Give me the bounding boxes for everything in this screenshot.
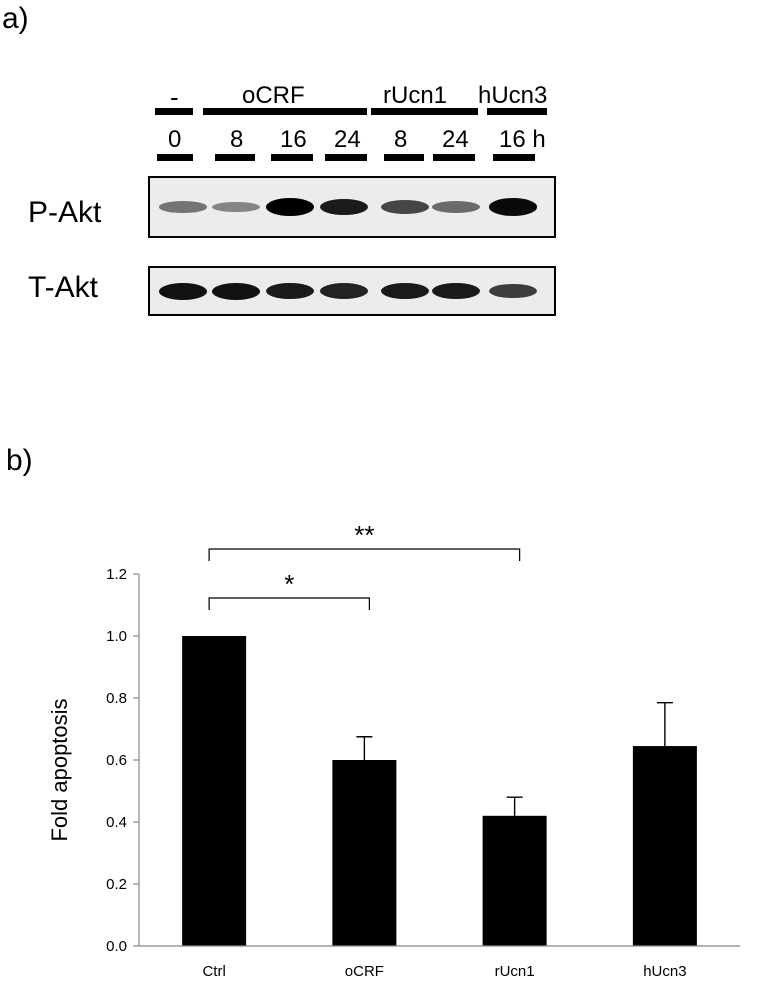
lane-label: 16 h: [499, 126, 546, 153]
blot-band: [320, 198, 368, 216]
y-tick-label: 0.4: [106, 814, 127, 831]
y-tick-label: 0.8: [106, 690, 127, 707]
blot-band: [432, 201, 480, 213]
lane-label: 24: [442, 126, 469, 153]
group-label-rucn1: rUcn1: [383, 82, 448, 109]
row-label-t-akt: T-Akt: [28, 271, 99, 304]
group-label-hucn3: hUcn3: [478, 82, 548, 109]
lane-label: 16: [280, 126, 307, 153]
y-tick-label: 0.6: [106, 752, 127, 769]
significance-label: *: [284, 569, 294, 599]
lane-bar: [157, 154, 193, 161]
y-tick-label: 0.2: [106, 876, 127, 893]
bar-ctrl: [182, 636, 247, 946]
lane-bar: [215, 154, 255, 161]
x-tick-label: oCRF: [345, 963, 384, 980]
y-tick-label: 1.0: [106, 628, 127, 645]
y-tick-label: 0.0: [106, 938, 127, 955]
panel-label-b: b): [6, 444, 33, 477]
blot-band: [159, 282, 207, 300]
significance-label: **: [354, 520, 374, 550]
lane-bar: [493, 154, 535, 161]
x-tick-label: hUcn3: [643, 963, 686, 980]
blot-band: [432, 282, 480, 300]
blot-band: [266, 282, 314, 300]
group-bar-ocrf: [203, 108, 367, 115]
group-bar-rucn1: [371, 108, 478, 115]
bar-ocrf: [332, 760, 397, 946]
panel-label-a: a): [2, 2, 29, 35]
lane-bar: [271, 154, 313, 161]
y-axis-label: Fold apoptosis: [47, 698, 72, 841]
lane-bar: [325, 154, 367, 161]
x-tick-label: rUcn1: [495, 963, 535, 980]
lane-label: 8: [394, 126, 408, 153]
blot-band: [381, 200, 429, 214]
blot-band: [159, 201, 207, 213]
significance-bracket: [208, 548, 521, 561]
blot-band: [212, 282, 260, 300]
group-bar-control: [155, 108, 193, 115]
group-bar-hucn3: [487, 108, 547, 115]
lane-bar: [384, 154, 424, 161]
lane-label: 24: [334, 126, 361, 153]
lane-bar: [433, 154, 475, 161]
blot-strip-p-akt: [148, 176, 556, 238]
blot-strip-t-akt: [148, 266, 556, 316]
x-tick-label: Ctrl: [202, 963, 225, 980]
blot-band: [212, 201, 260, 213]
group-label-control: -: [170, 82, 179, 112]
blot-band: [266, 198, 314, 216]
blot-band: [489, 283, 537, 299]
blot-band: [489, 198, 537, 216]
group-label-ocrf: oCRF: [242, 82, 305, 109]
lane-label: 0: [168, 126, 182, 153]
y-tick-label: 1.2: [106, 566, 127, 583]
blot-band: [320, 283, 368, 299]
bar-hucn3: [632, 746, 697, 946]
bar-rucn1: [482, 815, 547, 946]
lane-label: 8: [230, 126, 244, 153]
row-label-p-akt: P-Akt: [28, 196, 102, 229]
blot-band: [381, 282, 429, 300]
significance-bracket: [208, 597, 370, 610]
